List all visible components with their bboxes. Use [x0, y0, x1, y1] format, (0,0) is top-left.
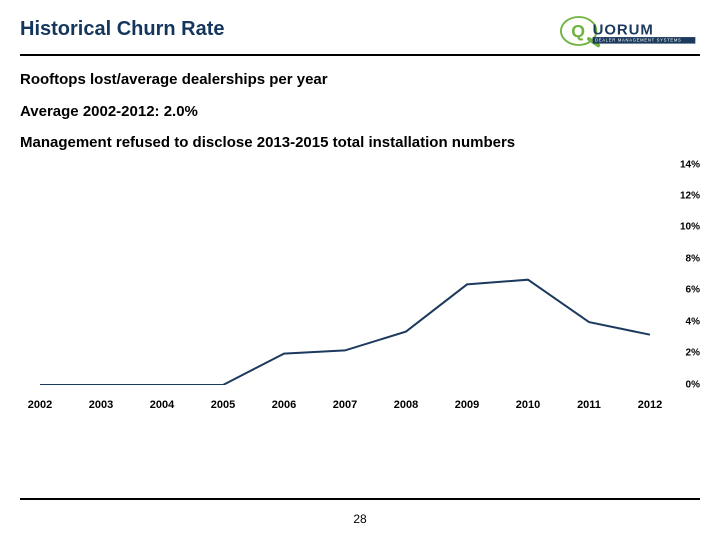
x-tick-label: 2003 [89, 399, 113, 411]
y-axis-labels: 0%2%4%6%8%10%12%14% [670, 165, 700, 385]
x-tick-label: 2004 [150, 399, 174, 411]
quorum-logo: Q UORUM DEALER MANAGEMENT SYSTEMS [560, 14, 700, 48]
y-tick-label: 10% [680, 222, 700, 233]
x-axis-labels: 2002 2003 2004 2005 2006 2007 2008 2009 2010 2011… [20, 397, 670, 415]
logo-rest: UORUM [593, 21, 654, 38]
body-line-1: Rooftops lost/average dealerships per ye… [20, 70, 700, 90]
y-tick-label: 2% [686, 348, 700, 359]
page-title: Historical Churn Rate [20, 14, 224, 41]
x-tick-label: 2005 [211, 399, 235, 411]
logo-q-letter: Q [571, 21, 585, 41]
x-tick-label: 2011 [577, 399, 601, 411]
x-tick-label: 2007 [333, 399, 357, 411]
x-tick-label: 2009 [455, 399, 479, 411]
churn-line-chart: 0%2%4%6%8%10%12%14% 20022003200420052006… [20, 165, 700, 415]
body-text: Rooftops lost/average dealerships per ye… [20, 70, 700, 153]
body-line-3: Management refused to disclose 2013-2015… [20, 133, 700, 153]
x-tick-label: 2010 [516, 399, 540, 411]
slide: Historical Churn Rate Q UORUM DEALER MAN… [0, 0, 720, 540]
page-number: 28 [0, 512, 720, 526]
y-tick-label: 4% [686, 316, 700, 327]
x-tick-label: 2012 [638, 399, 662, 411]
y-tick-label: 12% [680, 190, 700, 201]
chart-svg [20, 165, 670, 385]
bottom-rule [20, 498, 700, 500]
body-line-2: Average 2002-2012: 2.0% [20, 102, 700, 122]
x-tick-label: 2002 [28, 399, 52, 411]
y-tick-label: 0% [686, 379, 700, 390]
x-tick-label: 2008 [394, 399, 418, 411]
header: Historical Churn Rate Q UORUM DEALER MAN… [20, 14, 700, 56]
y-tick-label: 8% [686, 253, 700, 264]
y-tick-label: 14% [680, 159, 700, 170]
logo-tagline: DEALER MANAGEMENT SYSTEMS [595, 38, 682, 43]
x-tick-label: 2006 [272, 399, 296, 411]
y-tick-label: 6% [686, 285, 700, 296]
